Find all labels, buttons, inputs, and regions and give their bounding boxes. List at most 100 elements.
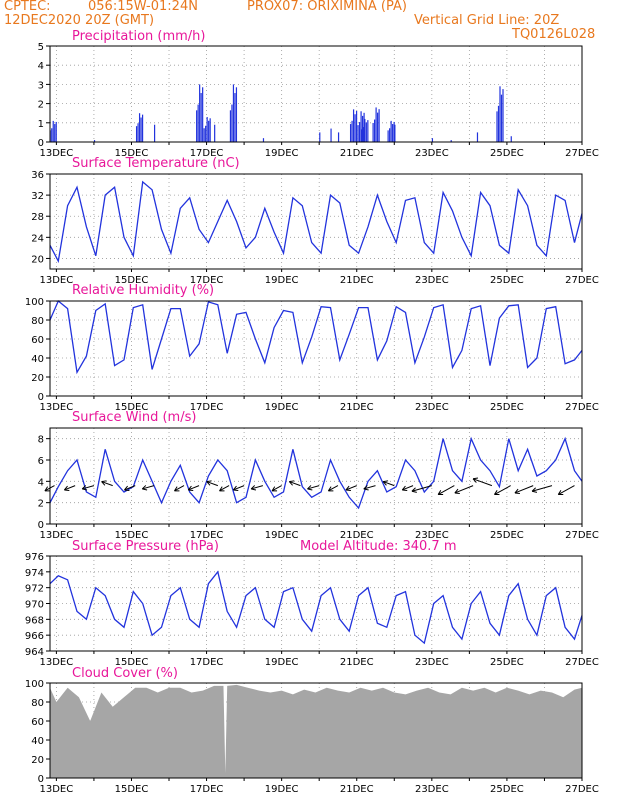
- x-tick-label: 15DEC: [115, 530, 149, 541]
- precip-bar: [138, 113, 141, 142]
- y-tick-label: 0: [38, 520, 44, 531]
- precip-bar: [229, 110, 232, 142]
- precip-bar: [361, 115, 364, 142]
- precip-bar: [349, 124, 352, 142]
- humidity-title: Relative Humidity (%): [72, 283, 215, 298]
- precip-bar: [197, 104, 199, 142]
- wind-arrow-head: [307, 485, 313, 491]
- header-model: TQ0126L028: [512, 27, 596, 42]
- x-tick-label: 23DEC: [415, 530, 449, 541]
- wind-title: Surface Wind (m/s): [72, 410, 197, 425]
- wind-arrow: [345, 485, 357, 491]
- y-tick-label: 2: [38, 100, 44, 111]
- y-tick-label: 0: [38, 392, 44, 403]
- x-tick-label: 27DEC: [565, 784, 599, 795]
- wind-arrow: [307, 485, 320, 490]
- wind-arrow-head: [382, 480, 389, 486]
- precip-bar: [355, 110, 358, 142]
- precip-bar: [54, 124, 56, 142]
- y-tick-label: 100: [25, 679, 44, 690]
- precip-bar: [450, 140, 452, 142]
- panel-frame: [49, 45, 583, 143]
- precip-bar: [364, 118, 366, 142]
- precip-bar: [52, 120, 54, 142]
- x-tick-label: 25DEC: [490, 148, 524, 159]
- y-tick-label: 20: [31, 254, 44, 265]
- x-tick-label: 15DEC: [115, 657, 149, 668]
- y-tick-label: 2: [38, 499, 44, 510]
- wind-arrow-head: [345, 485, 351, 492]
- precip-bar: [206, 117, 208, 142]
- series-line: [49, 570, 583, 645]
- panel-frame: [49, 427, 583, 525]
- precip-bar: [153, 124, 156, 142]
- x-tick-label: 25DEC: [490, 657, 524, 668]
- precip-bar: [360, 111, 362, 142]
- y-tick-label: 24: [31, 233, 44, 244]
- panel-frame: [49, 300, 583, 397]
- wind-arrow: [402, 485, 414, 491]
- wind-arrow-head: [250, 485, 257, 491]
- x-tick-label: 19DEC: [265, 530, 299, 541]
- wind-arrow: [82, 485, 95, 490]
- x-tick-label: 19DEC: [265, 275, 299, 286]
- x-tick-label: 21DEC: [340, 275, 374, 286]
- wind-arrow: [437, 485, 455, 495]
- wind-arrow-head: [514, 488, 520, 495]
- panel-frame: [49, 682, 583, 779]
- wind-arrow: [124, 485, 136, 491]
- x-tick-label: 13DEC: [40, 148, 74, 159]
- x-tick-label: 15DEC: [115, 275, 149, 286]
- series-line: [49, 436, 583, 510]
- cloud-area: [50, 684, 582, 778]
- precip-bar: [387, 130, 389, 142]
- y-tick-label: 80: [31, 316, 44, 327]
- wind-arrow: [233, 485, 245, 491]
- precip-bar: [390, 120, 392, 142]
- x-tick-label: 27DEC: [565, 148, 599, 159]
- precip-bar: [499, 86, 501, 142]
- precip-bar: [352, 109, 355, 142]
- y-tick-label: 20: [31, 373, 44, 384]
- wind-arrow: [558, 485, 575, 495]
- x-tick-label: 23DEC: [415, 657, 449, 668]
- y-tick-label: 974: [25, 568, 44, 579]
- precip-bar: [502, 89, 504, 142]
- wind-arrow: [188, 485, 200, 491]
- wind-arrow: [411, 485, 432, 492]
- x-tick-label: 21DEC: [340, 148, 374, 159]
- y-tick-label: 60: [31, 717, 44, 728]
- precip-bar: [377, 112, 379, 142]
- precip-bar: [375, 107, 377, 142]
- x-tick-label: 15DEC: [115, 402, 149, 413]
- x-tick-label: 13DEC: [40, 657, 74, 668]
- x-tick-label: 17DEC: [190, 657, 224, 668]
- precip-bar: [231, 104, 233, 142]
- x-tick-label: 17DEC: [190, 275, 224, 286]
- wind-arrow-head: [206, 480, 212, 486]
- precip-bar: [337, 132, 340, 142]
- y-tick-label: 100: [25, 297, 44, 308]
- y-tick-label: 8: [38, 435, 44, 446]
- wind-arrow: [472, 478, 493, 487]
- x-tick-label: 13DEC: [40, 275, 74, 286]
- precip-bar: [196, 110, 198, 142]
- precip-bar: [202, 87, 204, 142]
- cloud-title: Cloud Cover (%): [72, 666, 178, 681]
- x-tick-label: 25DEC: [490, 784, 524, 795]
- x-tick-label: 17DEC: [190, 402, 224, 413]
- y-tick-label: 0: [38, 774, 44, 785]
- wind-arrow-head: [411, 487, 417, 493]
- precip-bar: [51, 128, 53, 142]
- wind-arrow-head: [531, 487, 538, 493]
- x-tick-label: 21DEC: [340, 657, 374, 668]
- precip-bar: [357, 125, 359, 142]
- x-tick-label: 13DEC: [40, 784, 74, 795]
- wind-arrow: [219, 485, 230, 492]
- wind-arrow-head: [44, 486, 50, 492]
- wind-arrow: [531, 485, 553, 492]
- precip-bar: [200, 93, 202, 142]
- y-tick-label: 5: [38, 42, 44, 53]
- header-coords: 056:15W-01:24N: [88, 0, 198, 14]
